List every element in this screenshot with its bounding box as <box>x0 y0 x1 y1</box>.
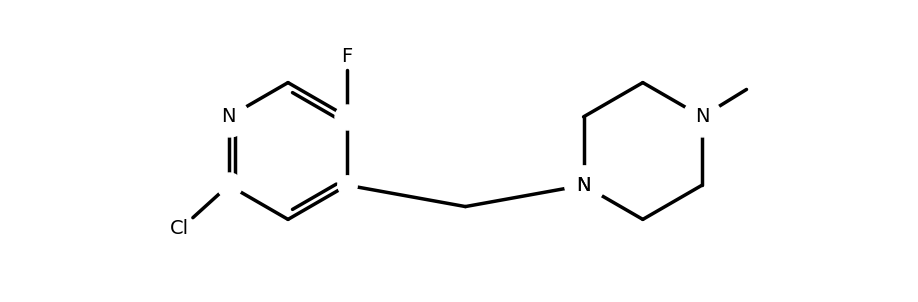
Text: N: N <box>695 107 710 126</box>
Text: N: N <box>577 176 591 195</box>
Text: N: N <box>577 176 591 195</box>
Text: N: N <box>221 107 236 126</box>
Text: Cl: Cl <box>171 219 189 238</box>
Text: F: F <box>341 47 353 66</box>
